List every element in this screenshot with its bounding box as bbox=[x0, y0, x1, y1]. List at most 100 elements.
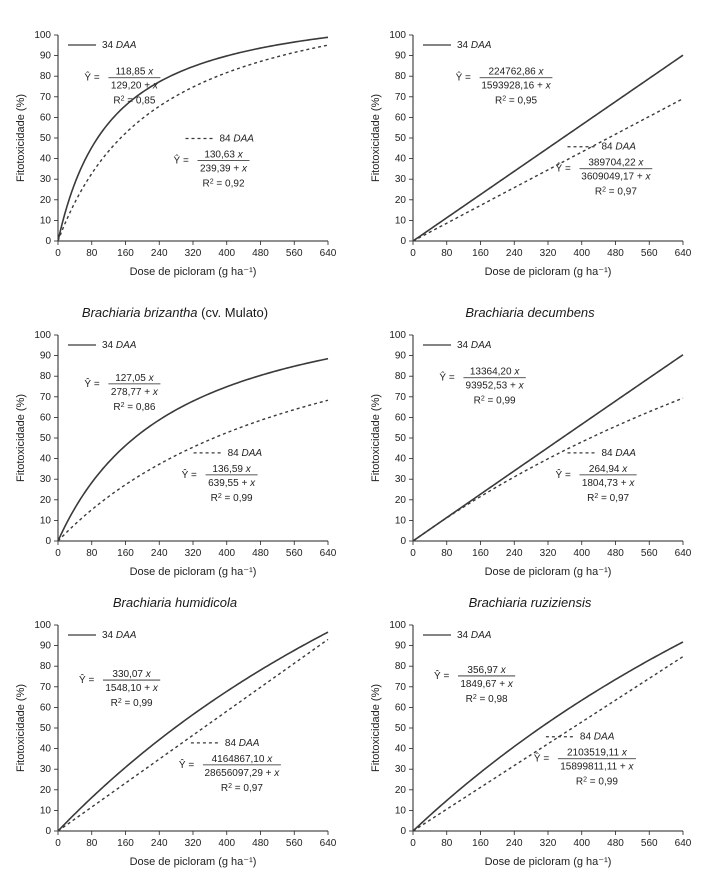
chart-svg: 0102030405060708090100080160240320400480… bbox=[10, 27, 340, 287]
svg-text:20: 20 bbox=[395, 195, 407, 206]
svg-text:Ŷ =: Ŷ = bbox=[534, 752, 549, 765]
svg-text:Fitotoxicidade (%): Fitotoxicidade (%) bbox=[370, 684, 382, 772]
chart-panel: Brachiaria humidicola0102030405060708090… bbox=[10, 595, 340, 877]
svg-text:13364,20 x: 13364,20 x bbox=[470, 367, 520, 378]
chart-panel: Brachiaria brizantha (cv. Mulato)0102030… bbox=[10, 305, 340, 587]
svg-text:70: 70 bbox=[395, 92, 407, 103]
svg-text:Fitotoxicidade (%): Fitotoxicidade (%) bbox=[15, 684, 27, 772]
svg-text:264,94 x: 264,94 x bbox=[589, 464, 628, 475]
svg-text:90: 90 bbox=[395, 641, 407, 652]
svg-text:320: 320 bbox=[540, 248, 557, 259]
svg-text:60: 60 bbox=[40, 702, 52, 713]
svg-text:Ŷ =: Ŷ = bbox=[439, 371, 454, 384]
svg-text:Ŷ =: Ŷ = bbox=[84, 71, 99, 84]
svg-text:60: 60 bbox=[40, 112, 52, 123]
chart-svg: 0102030405060708090100080160240320400480… bbox=[365, 27, 695, 287]
svg-text:Dose de picloram (g ha⁻¹): Dose de picloram (g ha⁻¹) bbox=[130, 566, 257, 578]
svg-text:Ŷ =: Ŷ = bbox=[84, 377, 99, 390]
svg-text:34 DAA: 34 DAA bbox=[102, 340, 137, 351]
svg-text:400: 400 bbox=[573, 548, 590, 559]
svg-text:60: 60 bbox=[395, 112, 407, 123]
svg-text:160: 160 bbox=[472, 248, 489, 259]
svg-text:80: 80 bbox=[395, 661, 407, 672]
svg-text:R2 = 0,99: R2 = 0,99 bbox=[111, 698, 153, 710]
svg-text:356,97 x: 356,97 x bbox=[467, 665, 506, 676]
svg-text:100: 100 bbox=[389, 330, 406, 341]
svg-text:1804,73 + x: 1804,73 + x bbox=[582, 478, 636, 489]
svg-text:80: 80 bbox=[395, 71, 407, 82]
svg-text:R2 = 0,92: R2 = 0,92 bbox=[203, 178, 245, 190]
svg-text:80: 80 bbox=[86, 248, 98, 259]
svg-text:239,39 + x: 239,39 + x bbox=[200, 163, 248, 174]
svg-text:1548,10 + x: 1548,10 + x bbox=[105, 683, 159, 694]
svg-text:0: 0 bbox=[410, 248, 416, 259]
svg-text:80: 80 bbox=[40, 661, 52, 672]
svg-text:70: 70 bbox=[40, 392, 52, 403]
svg-text:560: 560 bbox=[641, 548, 658, 559]
svg-text:R2 = 0,99: R2 = 0,99 bbox=[474, 395, 516, 407]
svg-text:84 DAA: 84 DAA bbox=[602, 142, 637, 153]
svg-text:34 DAA: 34 DAA bbox=[457, 630, 492, 641]
svg-text:20: 20 bbox=[40, 785, 52, 796]
svg-text:28656097,29 + x: 28656097,29 + x bbox=[205, 768, 281, 779]
svg-text:400: 400 bbox=[218, 838, 235, 849]
chart-svg: 0102030405060708090100080160240320400480… bbox=[10, 617, 340, 877]
svg-text:20: 20 bbox=[40, 195, 52, 206]
svg-text:30: 30 bbox=[395, 174, 407, 185]
svg-text:R2 = 0,95: R2 = 0,95 bbox=[495, 95, 537, 107]
svg-text:1849,67 + x: 1849,67 + x bbox=[460, 679, 514, 690]
svg-text:330,07 x: 330,07 x bbox=[112, 669, 151, 680]
svg-text:Dose de picloram (g ha⁻¹): Dose de picloram (g ha⁻¹) bbox=[485, 856, 612, 868]
svg-text:Ŷ =: Ŷ = bbox=[79, 673, 94, 686]
svg-text:70: 70 bbox=[395, 392, 407, 403]
svg-text:639,55 + x: 639,55 + x bbox=[208, 478, 256, 489]
svg-text:Dose de picloram (g ha⁻¹): Dose de picloram (g ha⁻¹) bbox=[485, 266, 612, 278]
svg-text:Ŷ =: Ŷ = bbox=[434, 669, 449, 682]
chart-panel: 0102030405060708090100080160240320400480… bbox=[365, 5, 695, 287]
svg-text:80: 80 bbox=[441, 548, 453, 559]
svg-text:50: 50 bbox=[395, 133, 407, 144]
svg-text:10: 10 bbox=[395, 805, 407, 816]
svg-text:10: 10 bbox=[395, 515, 407, 526]
svg-text:R2 = 0,86: R2 = 0,86 bbox=[113, 401, 155, 413]
figure-stage: 0102030405060708090100080160240320400480… bbox=[0, 0, 705, 881]
svg-text:240: 240 bbox=[151, 838, 168, 849]
svg-text:50: 50 bbox=[40, 133, 52, 144]
svg-text:R2 = 0,85: R2 = 0,85 bbox=[113, 95, 155, 107]
svg-text:640: 640 bbox=[675, 838, 692, 849]
svg-text:90: 90 bbox=[40, 351, 52, 362]
svg-text:560: 560 bbox=[286, 838, 303, 849]
svg-text:0: 0 bbox=[410, 548, 416, 559]
svg-text:R2 = 0,98: R2 = 0,98 bbox=[466, 693, 508, 705]
svg-text:34 DAA: 34 DAA bbox=[102, 40, 137, 51]
svg-text:100: 100 bbox=[34, 620, 51, 631]
svg-text:R2 = 0,97: R2 = 0,97 bbox=[587, 492, 629, 504]
svg-text:0: 0 bbox=[45, 236, 51, 247]
svg-text:0: 0 bbox=[400, 536, 406, 547]
svg-text:480: 480 bbox=[607, 838, 624, 849]
svg-text:Ŷ =: Ŷ = bbox=[182, 468, 197, 481]
svg-text:160: 160 bbox=[472, 548, 489, 559]
chart-svg: 0102030405060708090100080160240320400480… bbox=[10, 327, 340, 587]
svg-text:70: 70 bbox=[40, 92, 52, 103]
svg-text:160: 160 bbox=[117, 548, 134, 559]
svg-text:118,85 x: 118,85 x bbox=[116, 67, 155, 78]
svg-text:80: 80 bbox=[395, 371, 407, 382]
chart-svg: 0102030405060708090100080160240320400480… bbox=[365, 327, 695, 587]
svg-text:560: 560 bbox=[286, 248, 303, 259]
svg-text:0: 0 bbox=[400, 826, 406, 837]
svg-text:320: 320 bbox=[540, 838, 557, 849]
svg-text:84 DAA: 84 DAA bbox=[580, 732, 615, 743]
svg-text:560: 560 bbox=[286, 548, 303, 559]
svg-text:320: 320 bbox=[185, 548, 202, 559]
svg-text:640: 640 bbox=[320, 838, 337, 849]
svg-text:40: 40 bbox=[40, 454, 52, 465]
svg-text:100: 100 bbox=[389, 30, 406, 41]
svg-text:3609049,17 + x: 3609049,17 + x bbox=[581, 172, 651, 183]
svg-text:30: 30 bbox=[40, 474, 52, 485]
svg-text:0: 0 bbox=[410, 838, 416, 849]
svg-text:480: 480 bbox=[607, 548, 624, 559]
svg-text:Dose de picloram (g ha⁻¹): Dose de picloram (g ha⁻¹) bbox=[485, 566, 612, 578]
svg-text:40: 40 bbox=[395, 154, 407, 165]
svg-text:480: 480 bbox=[252, 548, 269, 559]
